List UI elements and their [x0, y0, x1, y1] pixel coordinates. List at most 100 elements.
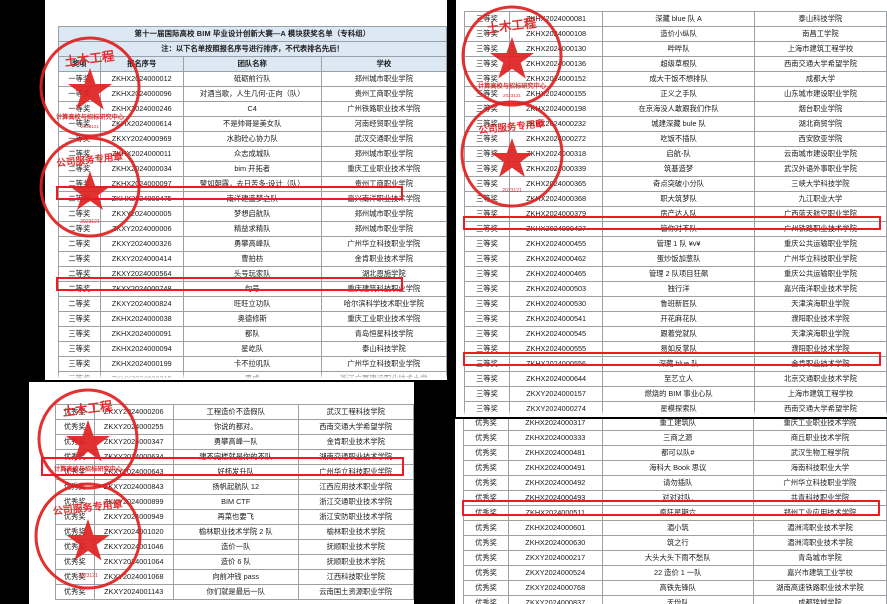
reg-no-cell: ZKHX2024000462 — [508, 251, 604, 267]
table-row: 三等奖 ZKHX2024000136 超级草根队 西南交通大学希望学院 — [464, 56, 887, 72]
school-cell: 青岛城市学院 — [752, 550, 887, 566]
awards-table-3-body: 优秀奖 ZKXY2024000206 工程造价不造假队 武汉工程科技学院 优秀奖 ZKXY… — [55, 404, 414, 600]
award-cell: 优秀奖 — [55, 494, 95, 510]
award-cell: 优秀奖 — [462, 460, 510, 476]
team-name-cell: 扬帆起航队 12 — [172, 479, 299, 495]
school-cell: 金肯职业技术学院 — [753, 356, 887, 372]
school-cell: 重庆公共运输职业学院 — [753, 236, 887, 252]
award-cell: 优秀奖 — [462, 565, 510, 581]
team-name-cell: 请勿插队 — [601, 475, 754, 491]
table-row: 二等奖 ZKXY2024000414 曹拍枋 金肯职业技术学院 — [58, 251, 447, 267]
school-cell: 广州铁路职业技术学院 — [753, 221, 887, 237]
team-name-cell: 譬如朝露，去日苦多-设计（队） — [182, 176, 322, 192]
school-cell: 泰山科技学院 — [320, 341, 447, 357]
team-name-cell: 深藏 blue 队 — [602, 356, 755, 372]
team-name-cell: 天份队 — [601, 595, 754, 604]
award-cell: 三等奖 — [464, 416, 510, 417]
school-cell: 湖南高速铁路职业技术学院 — [752, 580, 887, 596]
reg-no-cell: ZKXY2024000414 — [99, 251, 184, 267]
header-school: 学校 — [320, 56, 447, 72]
document-note-row: 注：以下名单按照报名序号进行排序，不代表排名先后！ — [58, 41, 447, 57]
team-name-cell: 大头大头下雨不愁队 — [601, 550, 754, 566]
award-cell: 优秀奖 — [462, 475, 510, 491]
award-cell: 优秀奖 — [55, 479, 95, 495]
reg-no-cell: ZKHX2024000492 — [508, 475, 603, 491]
school-cell: 上海市建筑工程学校 — [753, 41, 887, 57]
table-row: 三等奖 ZKHX2024000365 奇点突破小分队 三峡大学科技学院 — [464, 176, 887, 192]
reg-no-cell: ZKHX2024000503 — [508, 281, 604, 297]
award-cell: 三等奖 — [464, 161, 510, 177]
school-cell: 成都大学 — [753, 71, 887, 87]
school-cell: 嘉兴南洋职业技术学院 — [753, 281, 887, 297]
team-name-cell: 榆林职业技术学院 2 队 — [172, 524, 299, 540]
reg-no-cell: ZKHX2024000232 — [508, 116, 604, 132]
team-name-cell: 跟着党就队 — [602, 326, 755, 342]
award-cell: 优秀奖 — [55, 584, 95, 600]
table-row: 三等奖 ZKHX2024000038 奥德修斯 重庆工业职业技术学院 — [58, 311, 447, 327]
team-name-cell: 超级草根队 — [602, 56, 755, 72]
award-cell: 三等奖 — [464, 386, 510, 402]
school-cell: 濮阳职业技术学院 — [753, 341, 887, 357]
school-cell: 抚顺职业技术学院 — [297, 539, 414, 555]
school-cell: 贵州工商职业学院 — [320, 176, 447, 192]
team-name-cell: 水韵砼心协力队 — [182, 131, 322, 147]
award-cell: 三等奖 — [58, 341, 101, 357]
reg-no-cell: ZKHX2024000152 — [508, 71, 604, 87]
award-cell: 优秀奖 — [55, 554, 95, 570]
table-row: 优秀奖 ZKXY2024001068 向前冲钱 pass 江西科技职业学院 — [55, 569, 414, 585]
award-cell: 优秀奖 — [462, 419, 510, 431]
table-row: 一等奖 ZKHX2024000246 C4 广州铁路职业技术学院 — [58, 101, 447, 117]
reg-no-cell: ZKHX2024000246 — [99, 101, 184, 117]
school-cell: 西南交通大学希望学院 — [297, 419, 414, 435]
team-name-cell: 海科大 Book 思议 — [601, 460, 754, 476]
awards-document-panel-top-right: 三等奖 ZKHX2024000081 深藏 blue 队 A 泰山科技学院 三等奖 ZKH… — [456, 0, 887, 417]
school-cell: 北京交通职业技术学院 — [753, 371, 887, 387]
table-row: 三等奖 ZKHX2024000272 吃饭不插队 西安欧亚学院 — [464, 131, 887, 147]
reg-no-cell: ZKXY2024000843 — [93, 479, 174, 495]
school-cell: 云南国土资源职业学院 — [297, 584, 414, 600]
table-row: 优秀奖 ZKHX2024000493 对对对队. 共青科技职业学院 — [462, 490, 887, 506]
team-name-cell: 管理 1 队 ¥v¥ — [602, 236, 755, 252]
award-cell: 二等奖 — [58, 146, 101, 162]
school-cell: 郑州工业应用技术学院 — [752, 505, 887, 521]
award-cell: 二等奖 — [58, 281, 101, 297]
table-row: 一等奖 ZKXY2024000969 水韵砼心协力队 武汉交通职业学院 — [58, 131, 447, 147]
award-cell: 三等奖 — [464, 221, 510, 237]
team-name-cell: 正义之手队 — [602, 86, 755, 102]
award-cell: 二等奖 — [58, 251, 101, 267]
award-cell: 一等奖 — [58, 101, 101, 117]
award-cell: 三等奖 — [464, 266, 510, 282]
team-name-cell: 勇攀高峰一队 — [172, 434, 299, 450]
reg-no-cell: ZKXY2024000634 — [93, 449, 174, 465]
reg-no-cell: ZKHX2024000034 — [99, 161, 184, 177]
award-cell: 三等奖 — [464, 401, 510, 417]
award-cell: 三等奖 — [464, 41, 510, 57]
reg-no-cell: ZKHX2024000481 — [508, 445, 603, 461]
table-row: 优秀奖 ZKXY2024000768 高铁先锋队 湖南高速铁路职业技术学院 — [462, 580, 887, 596]
award-cell: 三等奖 — [464, 131, 510, 147]
school-cell: 共青科技职业学院 — [752, 490, 887, 506]
reg-no-cell: ZKHX2024000130 — [508, 41, 604, 57]
awards-table-2-body: 三等奖 ZKHX2024000081 深藏 blue 队 A 泰山科技学院 三等奖 ZKH… — [464, 11, 887, 417]
school-cell: 郑州城市职业学院 — [320, 146, 447, 162]
reg-no-cell: ZKHX2024000365 — [508, 176, 604, 192]
school-cell: 金肯职业技术学院 — [297, 434, 414, 450]
table-row: 优秀奖 ZKHX2024000601 湄小筑 湄洲湾职业技术学院 — [462, 520, 887, 536]
school-cell: 江西应用技术职业学院 — [297, 479, 414, 495]
award-cell: 三等奖 — [464, 236, 510, 252]
team-name-cell: 成大干饭不想排队 — [602, 71, 755, 87]
reg-no-cell: ZKHX2024000108 — [508, 26, 604, 42]
reg-no-cell: ZKXY2024000949 — [93, 509, 174, 525]
school-cell: 武汉外语外事职业学院 — [753, 161, 887, 177]
school-cell: 郑州城市职业学院 — [320, 71, 447, 87]
school-cell: 天津滨海职业学院 — [753, 326, 887, 342]
school-cell: 湄洲湾职业技术学院 — [752, 520, 887, 536]
award-cell: 三等奖 — [464, 296, 510, 312]
reg-no-cell: ZKXY2024000824 — [99, 296, 184, 312]
table-row: 三等奖 ZKHX2024000091 都队 青岛恒星科技学院 — [58, 326, 447, 342]
reg-no-cell: ZKHX2024000475 — [99, 191, 184, 207]
team-name-cell: 重工建筑队 — [601, 419, 754, 431]
school-cell: 青岛恒星科技学院 — [320, 326, 447, 342]
reg-no-cell: ZKXY2024000006 — [99, 221, 184, 237]
